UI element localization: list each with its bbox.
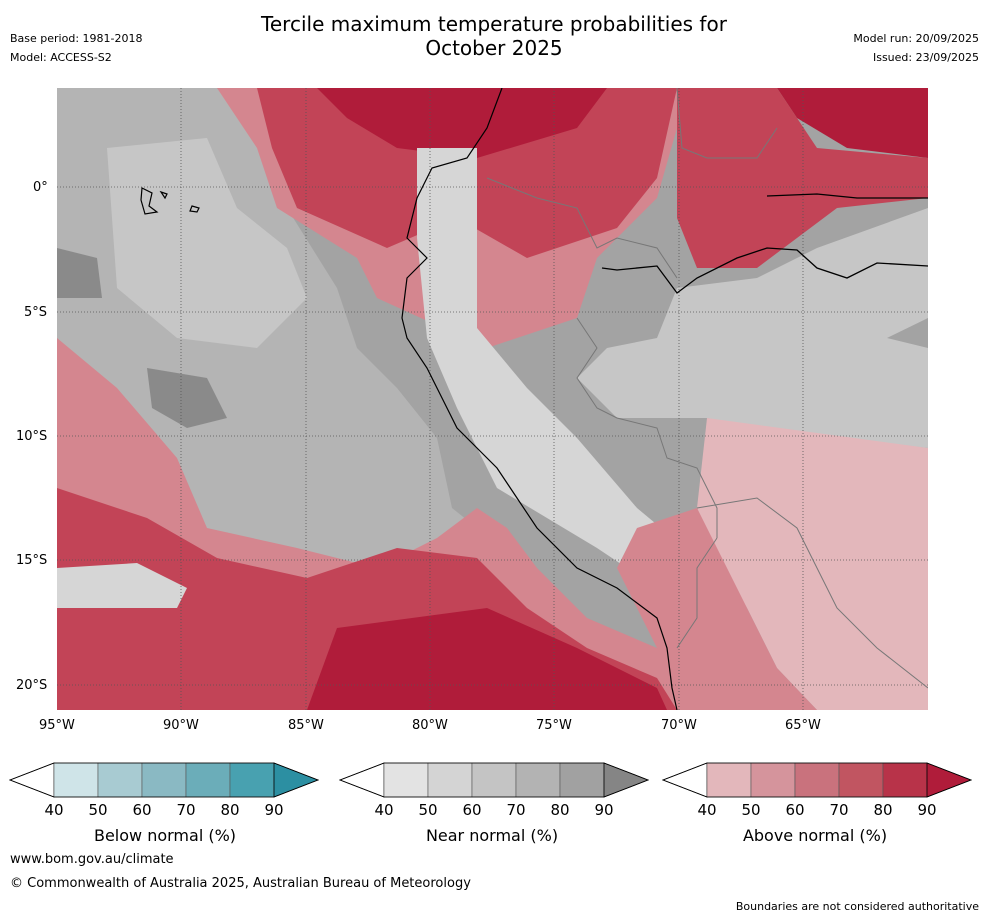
lat-label-0: 0° xyxy=(33,180,48,195)
country-borders xyxy=(486,88,928,689)
near-normal-50-region xyxy=(107,138,307,348)
copyright-text: © Commonwealth of Australia 2025, Austra… xyxy=(10,876,471,891)
colorbar-above xyxy=(661,762,973,798)
colorbar-near xyxy=(338,762,650,798)
galapagos-islands xyxy=(140,187,200,215)
near-normal-label: Near normal (%) xyxy=(425,826,559,845)
base-period: Base period: 1981-2018 xyxy=(10,32,143,45)
above-colorbar-segment xyxy=(838,762,884,798)
lat-label-15s: 15°S xyxy=(16,553,48,568)
near-colorbar-segment xyxy=(559,762,605,798)
above-normal-90-region xyxy=(307,608,667,710)
below-colorbar-tick-label: 50 xyxy=(88,801,108,819)
below-colorbar-segment xyxy=(97,762,143,798)
near-normal-80-region xyxy=(57,248,102,298)
lat-label-5s: 5°S xyxy=(24,305,48,320)
lon-label-95w: 95°W xyxy=(39,718,75,733)
disclaimer-text: Boundaries are not considered authoritat… xyxy=(735,900,979,913)
below-colorbar-outline xyxy=(8,762,320,798)
above-colorbar-segment xyxy=(750,762,796,798)
title-line-2: October 2025 xyxy=(425,36,563,60)
model-name: Model: ACCESS-S2 xyxy=(10,51,112,64)
above-colorbar-min-triangle xyxy=(661,762,708,798)
near-normal-50-region xyxy=(577,208,928,448)
above-colorbar-segment xyxy=(794,762,840,798)
near-normal-70-region xyxy=(887,318,928,348)
above-colorbar-outline xyxy=(661,762,973,798)
probability-map xyxy=(57,88,928,710)
near-colorbar-max-triangle xyxy=(603,762,650,798)
lon-label-90w: 90°W xyxy=(163,718,199,733)
near-normal-80-region xyxy=(147,368,227,428)
near-colorbar-tick-label: 50 xyxy=(418,801,438,819)
island xyxy=(159,190,168,200)
below-normal-label: Below normal (%) xyxy=(93,826,237,845)
below-colorbar-segment xyxy=(185,762,231,798)
below-colorbar-segment xyxy=(53,762,99,798)
below-colorbar-tick-label: 70 xyxy=(176,801,196,819)
above-normal-90-region xyxy=(317,88,607,158)
near-colorbar-min-triangle xyxy=(338,762,385,798)
above-normal-40-region xyxy=(697,418,928,710)
colorbar-below xyxy=(8,762,320,798)
below-colorbar-tick-label: 90 xyxy=(264,801,284,819)
near-colorbar-tick-label: 90 xyxy=(594,801,614,819)
below-colorbar-tick-label: 60 xyxy=(132,801,152,819)
below-colorbar-tick-label: 40 xyxy=(44,801,64,819)
near-colorbar-tick-label: 40 xyxy=(374,801,394,819)
above-colorbar-tick-label: 90 xyxy=(917,801,937,819)
lon-label-70w: 70°W xyxy=(661,718,697,733)
above-normal-label: Above normal (%) xyxy=(742,826,888,845)
coastline xyxy=(401,88,678,710)
above-normal-70-region xyxy=(677,88,928,268)
lon-label-85w: 85°W xyxy=(288,718,324,733)
lat-label-10s: 10°S xyxy=(16,429,48,444)
website-link[interactable]: www.bom.gov.au/climate xyxy=(10,852,174,867)
near-colorbar-segment xyxy=(427,762,473,798)
above-colorbar-segment xyxy=(706,762,752,798)
river xyxy=(766,193,928,199)
near-colorbar-segment xyxy=(471,762,517,798)
near-colorbar-tick-label: 80 xyxy=(550,801,570,819)
near-normal-40-region xyxy=(57,563,187,608)
model-run: Model run: 20/09/2025 xyxy=(853,32,979,45)
island xyxy=(140,187,159,215)
near-colorbar-segment xyxy=(383,762,429,798)
above-colorbar-tick-label: 60 xyxy=(785,801,805,819)
graticule xyxy=(57,88,928,710)
near-colorbar-tick-label: 60 xyxy=(462,801,482,819)
map-canvas xyxy=(57,88,928,710)
colorbars-svg xyxy=(8,762,973,798)
below-colorbar-segment xyxy=(229,762,275,798)
above-colorbar-tick-label: 50 xyxy=(741,801,761,819)
above-colorbar-segment xyxy=(882,762,928,798)
lon-label-65w: 65°W xyxy=(785,718,821,733)
title-line-1: Tercile maximum temperature probabilitie… xyxy=(261,12,727,36)
near-colorbar-segment xyxy=(515,762,561,798)
above-colorbar-max-triangle xyxy=(926,762,973,798)
lat-label-20s: 20°S xyxy=(16,678,48,693)
near-colorbar-tick-label: 70 xyxy=(506,801,526,819)
amazon-river xyxy=(601,247,928,294)
above-colorbar-tick-label: 40 xyxy=(697,801,717,819)
below-colorbar-segment xyxy=(141,762,187,798)
above-colorbar-tick-label: 80 xyxy=(873,801,893,819)
below-colorbar-min-triangle xyxy=(8,762,55,798)
island xyxy=(189,205,200,213)
above-normal-50-region xyxy=(617,508,817,710)
above-colorbar-tick-label: 70 xyxy=(829,801,849,819)
lon-label-75w: 75°W xyxy=(536,718,572,733)
below-colorbar-max-triangle xyxy=(273,762,320,798)
above-normal-90-region xyxy=(777,88,928,158)
near-colorbar-outline xyxy=(338,762,650,798)
below-colorbar-tick-label: 80 xyxy=(220,801,240,819)
map-title: Tercile maximum temperature probabilitie… xyxy=(0,12,988,60)
issued-date: Issued: 23/09/2025 xyxy=(872,51,979,64)
lon-label-80w: 80°W xyxy=(412,718,448,733)
